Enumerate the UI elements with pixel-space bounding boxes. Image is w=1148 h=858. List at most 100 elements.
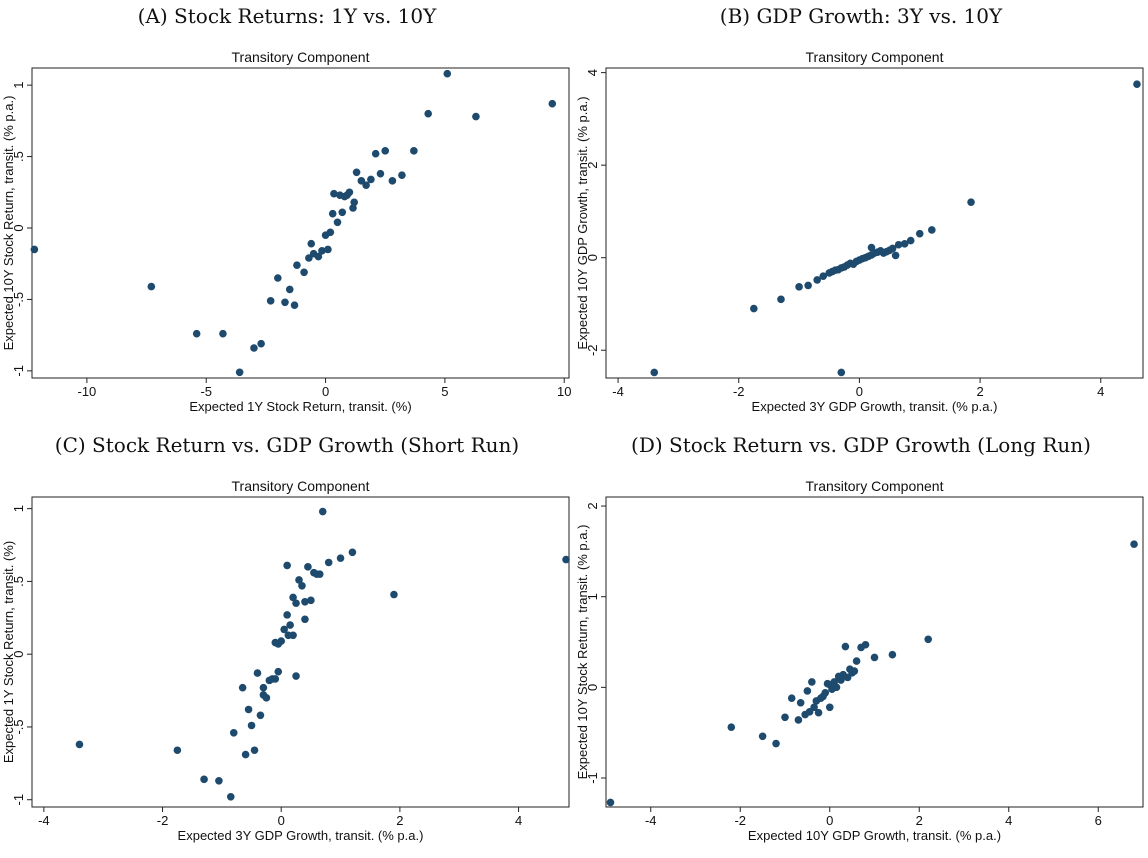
chart-title: Transitory Component [806,478,944,494]
data-point [250,746,259,755]
data-point [147,282,156,291]
data-point [804,281,812,290]
data-point [256,711,265,720]
data-point [894,240,903,249]
data-point [30,245,39,254]
data-point [333,218,342,227]
y-tick-label: -.5 [11,292,26,307]
y-tick-label: 1 [585,593,600,600]
data-point [241,750,250,759]
y-tick-label: .5 [11,151,26,162]
data-point [295,576,303,584]
scatter-plot: Transitory Component-4 -2 0 2 4 6-1012Expecte… [575,478,1144,843]
data-point [398,171,406,179]
data-point [758,732,767,741]
data-point [200,775,208,784]
x-tick-label: -4 [38,813,50,828]
y-tick-label: -.5 [11,719,26,734]
data-point [262,694,271,702]
data-point [850,667,859,675]
data-point [301,597,309,606]
data-point [330,189,338,198]
data-point [787,694,796,703]
y-tick-label: 4 [585,69,600,76]
data-point [928,226,936,234]
data-point [390,590,398,599]
x-axis-label: Expected 10Y GDP Growth, transit. (% p.a… [748,828,1001,843]
x-tick-label: 4 [1097,384,1104,399]
data-point [810,703,818,712]
x-tick-label: 2 [396,813,403,828]
y-tick-label: -1 [11,365,26,377]
data-point [259,683,268,692]
data-point [650,368,659,377]
data-point [345,188,354,197]
plot-frame [605,67,1144,379]
data-point [289,593,297,602]
x-tick-label: 5 [441,384,448,399]
data-point [274,667,283,676]
data-point [283,611,291,619]
y-tick-label: -1 [585,772,600,784]
x-tick-label: 4 [515,813,522,828]
data-point [777,295,785,304]
data-point [266,297,275,305]
y-axis-label: Expected 1Y Stock Return, transit. (%) [1,541,16,763]
scatter-plot: Transitory Component -4 -2 0 2 4 -2 0 2 4 Expected… [575,49,1144,414]
y-axis-label: Expected 10Y Stock Return, transit. (% p… [575,525,590,780]
data-point [285,285,294,294]
y-tick-label: 1 [11,82,26,89]
data-point [821,688,830,697]
data-point [808,678,816,686]
chart-title: Transitory Component [232,478,370,494]
panel-a: (A) Stock Returns: 1Y vs. 10Y Transitory… [0,0,574,429]
data-point [888,650,897,659]
data-point [307,239,316,248]
scatter-plot: Transitory Component -4 -2 0 2 4 -1 -.5 0 .5 1 Expe… [1,478,570,843]
data-point [274,274,282,282]
data-point [350,198,359,207]
data-point [349,204,357,212]
data-point [277,637,286,645]
data-point [304,563,312,571]
x-tick-label: -2 [733,384,745,399]
x-tick-label: 4 [1005,813,1012,828]
x-tick-label: 6 [1095,813,1102,828]
x-tick-label: 10 [557,384,571,399]
data-point [837,368,846,377]
data-point [381,147,390,155]
panel-b: (B) GDP Growth: 3Y vs. 10Y Transitory Co… [574,0,1148,429]
data-point [292,672,300,680]
y-axis-label: Expected 10Y GDP Growth, transit. (% p.a… [575,96,590,349]
x-tick-label: 0 [856,384,863,399]
data-point [253,669,262,677]
data-point [841,642,850,651]
data-point [290,301,299,309]
data-point [861,640,870,649]
plot-frame [605,496,1144,808]
chart-title: Transitory Component [232,49,370,65]
data-point [772,739,780,748]
data-point [906,236,915,245]
plot-frame [31,496,570,808]
y-tick-label: -2 [585,344,600,356]
data-point [324,558,333,567]
data-point [326,228,335,237]
data-point [238,683,247,692]
x-tick-label: 0 [322,384,329,399]
y-tick-label: -1 [11,794,26,806]
data-point [870,653,879,662]
data-point [289,631,297,640]
data-point [900,240,909,248]
y-tick-label: 0 [11,651,26,658]
data-point [75,740,84,749]
data-point [247,721,256,730]
data-point [300,268,308,277]
data-point [192,329,201,338]
y-tick-label: 0 [585,254,600,261]
panel-d: (D) Stock Return vs. GDP Growth (Long Ru… [574,429,1148,858]
data-point [794,716,803,724]
data-point [813,276,821,284]
data-point [229,728,238,737]
data-point [324,245,332,254]
